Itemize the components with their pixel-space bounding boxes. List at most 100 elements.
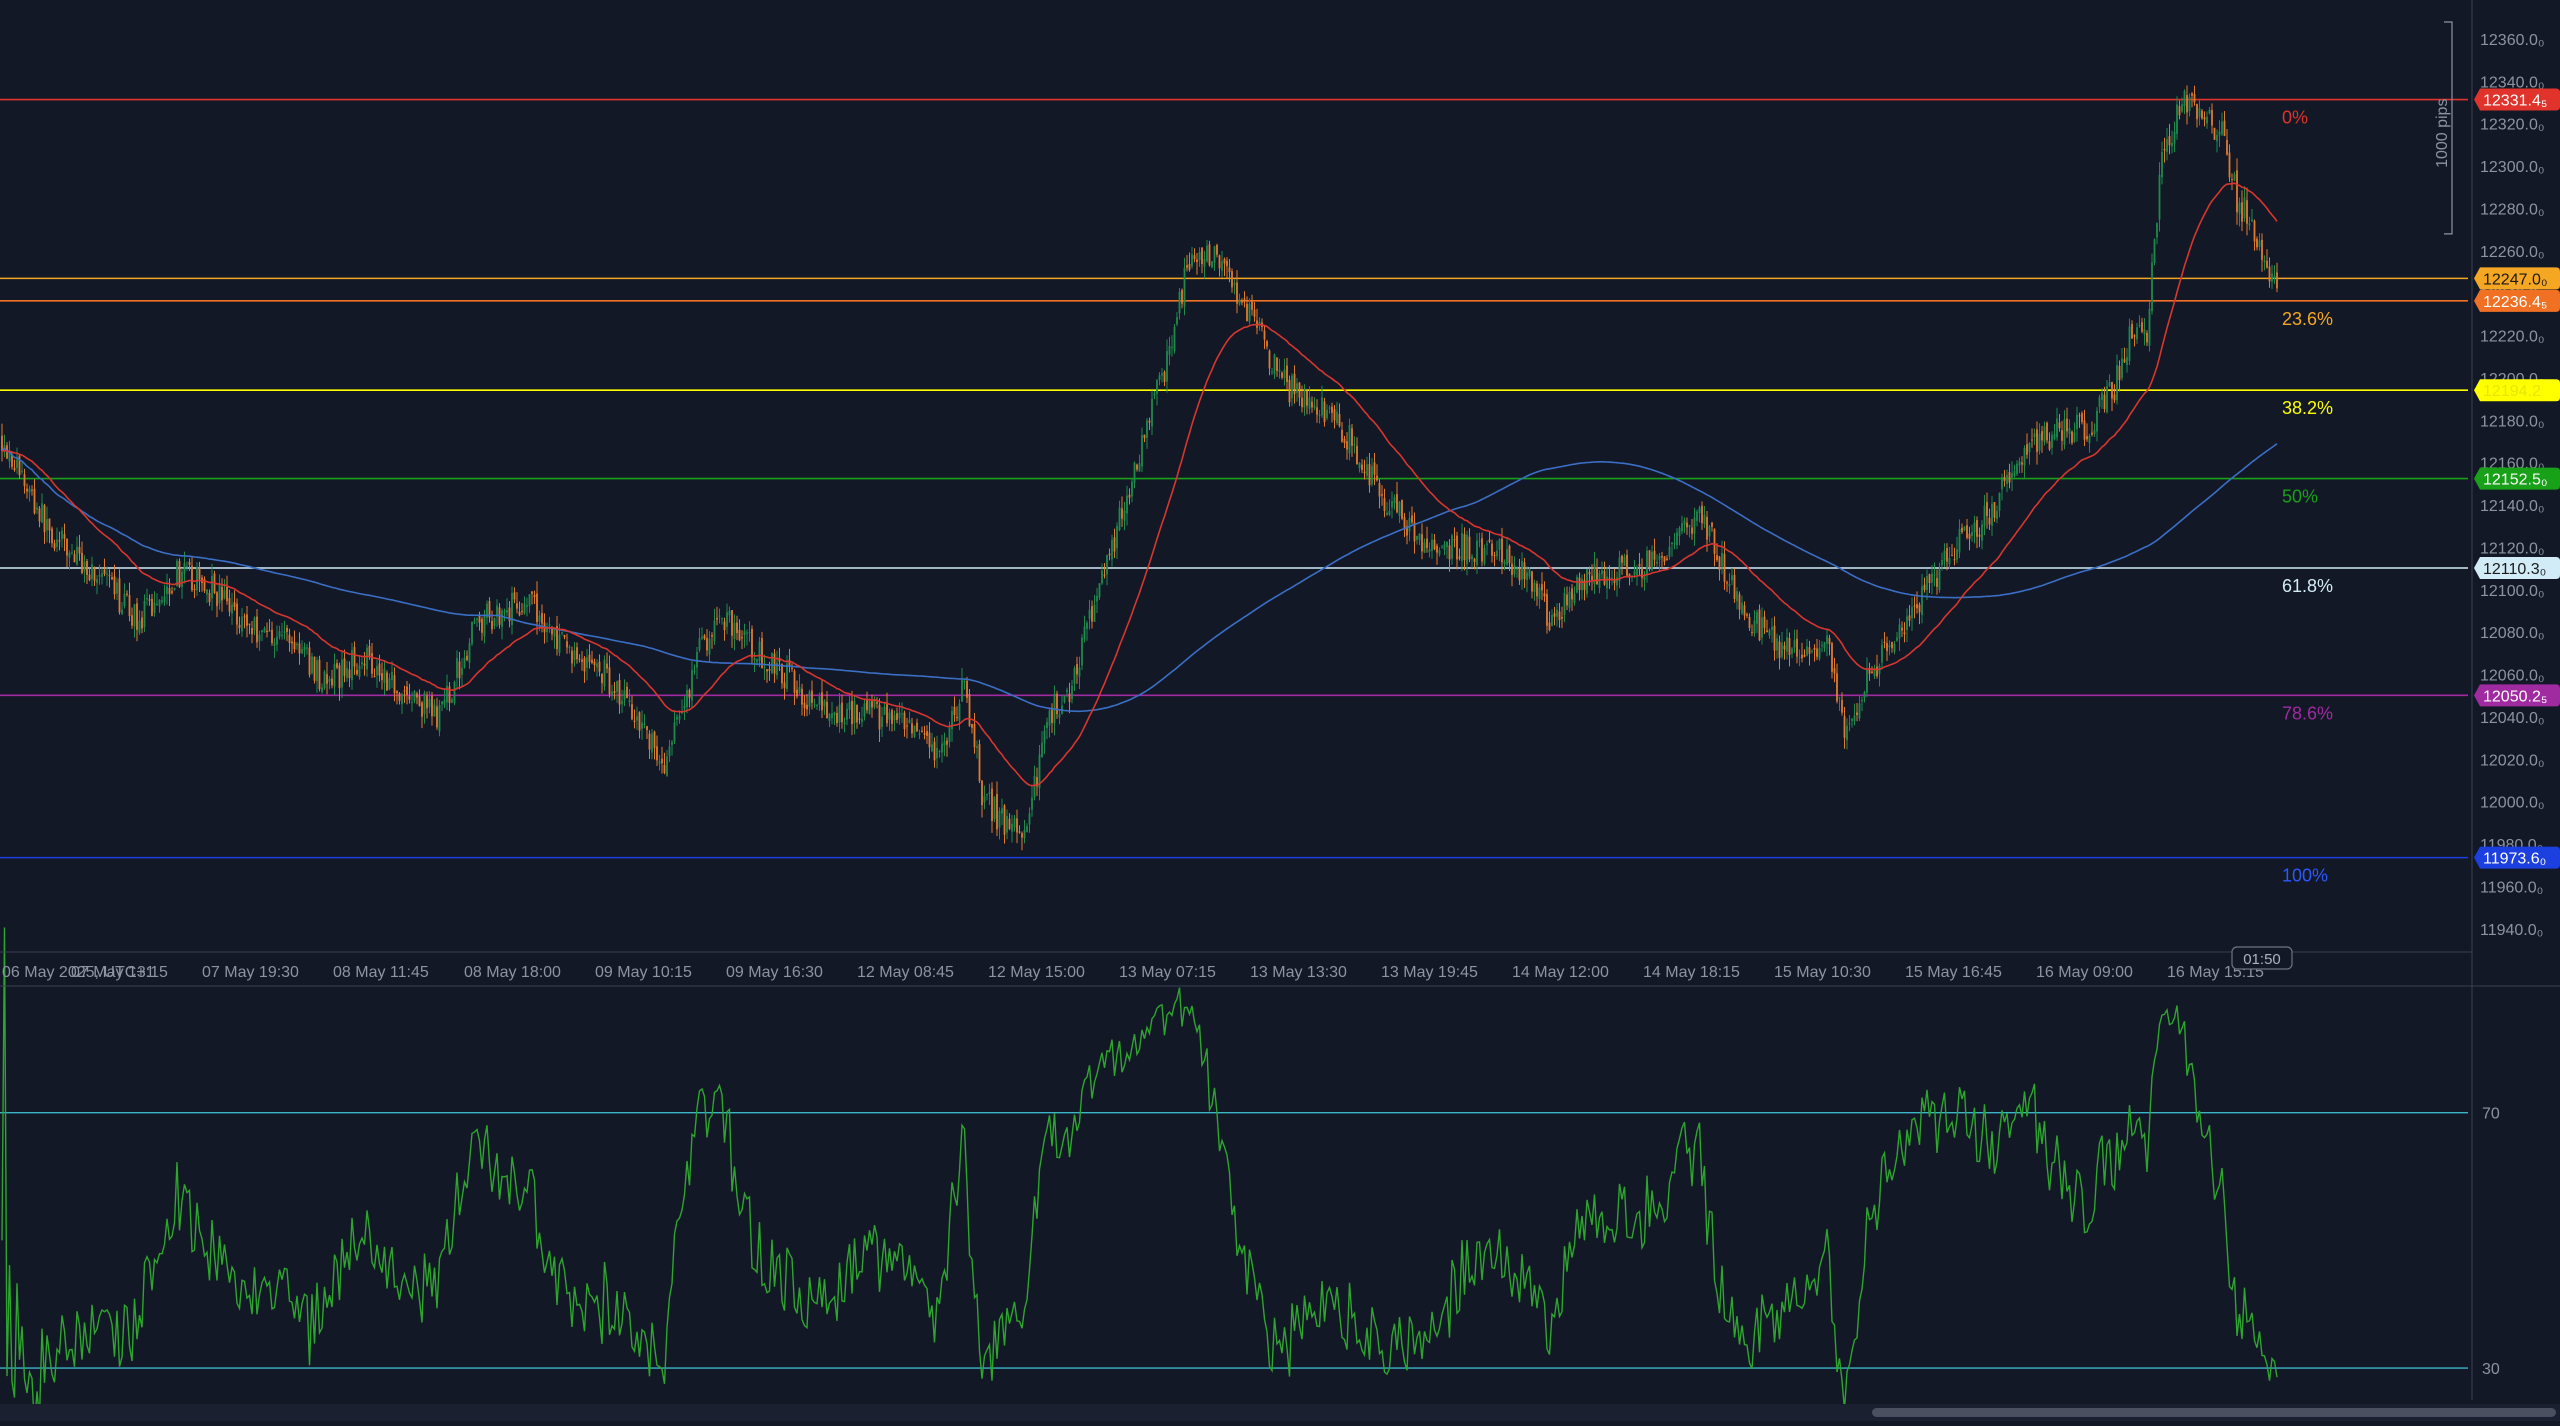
candle-body <box>2013 470 2016 477</box>
time-tick-label: 08 May 18:00 <box>464 964 561 981</box>
candle-body <box>1243 298 1246 300</box>
candle-body <box>1773 625 1776 651</box>
horizontal-scrollbar[interactable] <box>0 1404 2560 1421</box>
candle-body <box>1633 571 1636 575</box>
candle-body <box>828 714 831 722</box>
candle-body <box>1968 533 1971 539</box>
candle-body <box>48 518 51 531</box>
candle-body <box>1626 554 1628 576</box>
candle-body <box>948 726 951 743</box>
candle-body <box>1198 252 1201 261</box>
candle-body <box>1096 595 1098 602</box>
candle-body <box>896 713 898 720</box>
candle-body <box>946 740 948 745</box>
candle-body <box>33 488 36 514</box>
candle-body <box>38 508 41 522</box>
candle-body <box>401 693 403 705</box>
candle-body <box>1251 299 1253 310</box>
time-tick-label: 12 May 15:00 <box>988 964 1085 981</box>
candle-body <box>968 694 971 727</box>
candle-body <box>1813 647 1816 650</box>
candle-body <box>2101 392 2103 400</box>
candle-body <box>291 641 293 644</box>
scrollbar-thumb[interactable] <box>1872 1408 2556 1417</box>
candle-body <box>1463 534 1466 561</box>
candle-body <box>261 630 263 633</box>
candle-body <box>2258 240 2261 247</box>
price-panel[interactable]: 0% 23.6% 38.2% 50% 61.8% 78.6% 100% <box>0 85 2468 886</box>
candle-body <box>2226 139 2228 155</box>
candle-body <box>536 593 538 622</box>
candle-body <box>1291 375 1293 399</box>
candle-body <box>1638 563 1641 567</box>
candle-body <box>1593 563 1596 585</box>
candle-body <box>993 797 996 819</box>
candle-body <box>816 705 818 707</box>
candle-body <box>71 552 73 554</box>
fib-level-percent: 23.6% <box>2282 309 2333 329</box>
candle-body <box>856 705 858 723</box>
candle-body <box>1038 754 1041 789</box>
candle-body <box>1208 244 1211 266</box>
candle-body <box>1906 616 1908 631</box>
candle-body <box>1236 282 1238 304</box>
candle-body <box>2066 418 2068 432</box>
candle-body <box>1496 550 1498 557</box>
candle-body <box>2146 332 2148 343</box>
candle-body <box>528 594 531 607</box>
candle-body <box>1118 507 1121 531</box>
candle-body <box>1483 548 1486 564</box>
candle-body <box>1733 574 1736 599</box>
candle-body <box>1766 630 1768 633</box>
candle-body <box>523 603 526 614</box>
candle-body <box>1153 393 1156 396</box>
candle-body <box>308 647 311 675</box>
candle-body <box>1293 373 1296 395</box>
candle-body <box>666 756 668 776</box>
candle-body <box>1603 571 1606 585</box>
candle-body <box>1091 606 1093 622</box>
candle-body <box>1561 616 1563 619</box>
candle-body <box>106 573 108 575</box>
candle-body <box>476 618 478 620</box>
price-tick-label: 12340.0₀ <box>2480 74 2544 91</box>
candle-body <box>2011 473 2013 480</box>
candle-body <box>1193 255 1196 260</box>
candle-body <box>273 642 276 646</box>
candle-body <box>1726 582 1728 584</box>
candle-body <box>1046 721 1048 729</box>
candle-body <box>2031 439 2033 441</box>
candle-body <box>768 669 771 671</box>
candle-body <box>1176 317 1178 325</box>
time-tick-label: 14 May 12:00 <box>1512 964 1609 981</box>
candle-body <box>2141 322 2143 332</box>
candle-body <box>1028 813 1031 825</box>
price-tick-label: 12180.0₀ <box>2480 413 2544 430</box>
candle-body <box>181 571 183 587</box>
candle-body <box>8 452 11 462</box>
candle-body <box>1683 520 1686 525</box>
candle-body <box>1351 428 1353 446</box>
rsi-panel[interactable] <box>0 927 2468 1426</box>
candle-body <box>1573 594 1576 603</box>
candle-body <box>941 743 943 753</box>
candle-body <box>1403 517 1406 530</box>
candle-body <box>588 654 591 662</box>
candle-body <box>2183 90 2186 106</box>
candle-body <box>618 679 621 705</box>
level-price-tag: 12247.0₀ <box>2474 267 2560 290</box>
candle-body <box>2266 260 2268 268</box>
candle-body <box>2261 239 2263 260</box>
candle-body <box>1538 587 1541 600</box>
candle-body <box>2076 414 2078 429</box>
candle-body <box>426 695 428 709</box>
candle-body <box>613 691 616 694</box>
candle-body <box>488 600 491 618</box>
candle-body <box>1441 546 1443 548</box>
candle-body <box>1581 578 1583 591</box>
candle-body <box>2218 131 2221 136</box>
candle-body <box>2213 127 2216 140</box>
candle-body <box>888 712 891 720</box>
